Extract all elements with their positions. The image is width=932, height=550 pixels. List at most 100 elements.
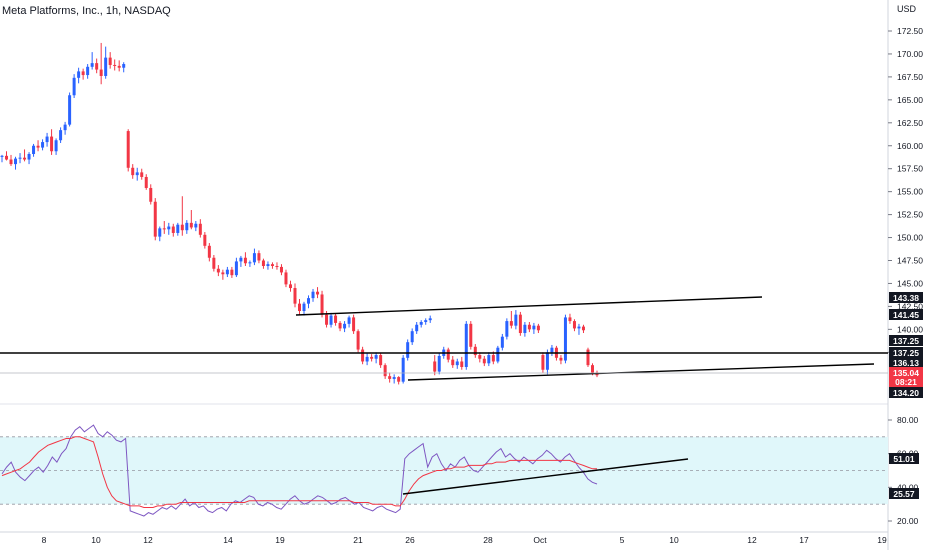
price-tick-label: 165.00 bbox=[897, 95, 923, 105]
candle-body bbox=[370, 356, 374, 359]
price-label-box bbox=[889, 309, 923, 320]
candle-body bbox=[415, 324, 419, 332]
candle-body bbox=[41, 142, 45, 148]
candle-body bbox=[419, 322, 423, 325]
candle-body bbox=[311, 291, 315, 299]
currency-label: USD bbox=[897, 4, 917, 14]
candle-body bbox=[248, 262, 252, 264]
candle-body bbox=[36, 145, 40, 148]
candle-body bbox=[532, 325, 536, 330]
candle-body bbox=[572, 321, 576, 329]
price-tick-label: 172.50 bbox=[897, 26, 923, 36]
time-tick-label: 8 bbox=[42, 535, 47, 545]
candle-body bbox=[374, 355, 378, 359]
candle-body bbox=[518, 314, 522, 334]
candle-body bbox=[162, 228, 166, 230]
time-tick-label: 26 bbox=[405, 535, 415, 545]
candle-body bbox=[117, 65, 121, 68]
candle-body bbox=[185, 222, 189, 231]
candle-body bbox=[446, 349, 450, 360]
price-label-box bbox=[889, 387, 923, 398]
candle-body bbox=[469, 323, 473, 347]
candle-body bbox=[496, 347, 500, 362]
candle-body bbox=[45, 136, 49, 143]
candle-body bbox=[23, 157, 27, 160]
price-tick-label: 167.50 bbox=[897, 72, 923, 82]
candle-body bbox=[514, 314, 518, 326]
price-tick-label: 157.50 bbox=[897, 164, 923, 174]
candle-body bbox=[104, 57, 108, 76]
price-label-box bbox=[889, 376, 923, 387]
price-label-box bbox=[889, 357, 923, 368]
price-tick-label: 145.00 bbox=[897, 278, 923, 288]
candle-body bbox=[216, 268, 220, 273]
candle-body bbox=[541, 355, 545, 370]
candle-body bbox=[451, 359, 455, 366]
candle-body bbox=[72, 77, 76, 96]
candle-body bbox=[473, 346, 477, 356]
price-axis[interactable]: 172.50 170.00 167.50 165.00 162.50 160.00 157.… bbox=[888, 26, 923, 357]
time-axis[interactable]: 8 10 12 14 19 21 26 28 Oct 5 10 12 17 19 bbox=[42, 535, 887, 545]
candle-body bbox=[437, 355, 441, 372]
candle-body bbox=[550, 347, 554, 353]
candle-body bbox=[0, 155, 4, 157]
candle-body bbox=[320, 294, 324, 315]
candle-body bbox=[356, 331, 360, 350]
candle-body bbox=[198, 223, 202, 235]
rsi-label-box bbox=[889, 488, 919, 499]
candle-body bbox=[126, 131, 130, 168]
candle-body bbox=[122, 64, 126, 68]
candle-body bbox=[95, 63, 99, 70]
time-tick-label: Oct bbox=[533, 535, 547, 545]
price-tick-label: 142.50 bbox=[897, 301, 923, 311]
candle-body bbox=[243, 257, 247, 264]
rsi-label-text: 51.01 bbox=[893, 454, 915, 464]
time-tick-label: 19 bbox=[275, 535, 285, 545]
time-tick-label: 10 bbox=[669, 535, 679, 545]
candle-body bbox=[325, 314, 329, 325]
candle-body bbox=[14, 158, 18, 165]
time-tick-label: 10 bbox=[91, 535, 101, 545]
price-label-text: 137.25 bbox=[893, 348, 919, 358]
candle-body bbox=[424, 320, 428, 323]
candle-body bbox=[140, 172, 144, 177]
price-label-box bbox=[889, 335, 923, 346]
time-tick-label: 12 bbox=[143, 535, 153, 545]
price-label-text: 143.38 bbox=[893, 293, 919, 303]
candle-body bbox=[307, 298, 311, 304]
candle-body bbox=[482, 358, 486, 364]
candle-body bbox=[221, 272, 225, 275]
time-tick-label: 14 bbox=[223, 535, 233, 545]
candle-body bbox=[230, 269, 234, 276]
candle-body bbox=[167, 226, 171, 230]
candle-body bbox=[392, 377, 396, 379]
candle-body bbox=[433, 361, 437, 372]
price-tick-label: 162.50 bbox=[897, 118, 923, 128]
rsi-pane[interactable] bbox=[0, 424, 888, 517]
price-labels: 143.38141.45137.25137.25136.13135.0408:2… bbox=[889, 292, 923, 499]
candle-body bbox=[171, 226, 175, 233]
candle-body bbox=[329, 315, 333, 325]
candle-body bbox=[334, 315, 338, 323]
candle-body bbox=[149, 187, 153, 202]
candle-body bbox=[9, 159, 13, 165]
candle-body bbox=[500, 336, 504, 348]
candle-body bbox=[207, 245, 211, 258]
price-pane[interactable] bbox=[0, 42, 599, 385]
candle-body bbox=[586, 349, 590, 366]
candle-body bbox=[491, 355, 495, 362]
candle-body bbox=[577, 326, 581, 329]
candle-body bbox=[50, 136, 54, 152]
candle-body bbox=[131, 167, 135, 176]
candle-body bbox=[59, 130, 63, 141]
candle-body bbox=[505, 321, 509, 337]
candle-body bbox=[86, 66, 90, 76]
time-tick-label: 19 bbox=[877, 535, 887, 545]
candle-body bbox=[361, 349, 365, 362]
candle-body bbox=[180, 224, 184, 231]
candle-body bbox=[343, 323, 347, 329]
candle-body bbox=[559, 357, 563, 361]
candle-body bbox=[509, 321, 513, 326]
